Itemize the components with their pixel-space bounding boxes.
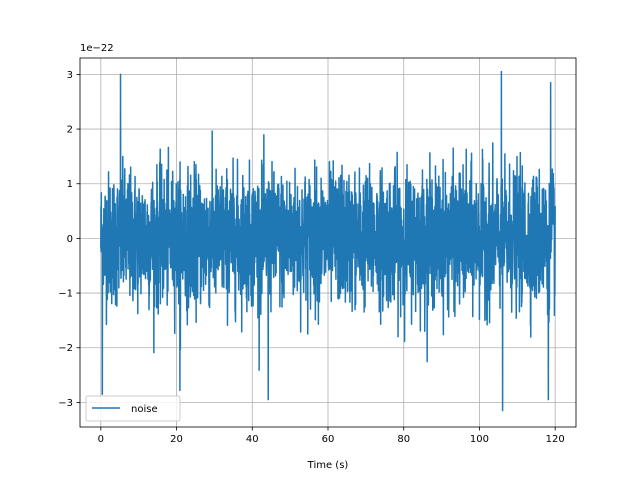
y-tick-label: −1: [58, 289, 73, 300]
x-tick-label: 0: [98, 434, 104, 445]
legend-box: [85, 395, 181, 422]
y-tick-label: 2: [67, 125, 73, 136]
x-tick-label: 100: [470, 434, 489, 445]
x-tick-label: 40: [246, 434, 259, 445]
y-tick-label: 0: [67, 234, 73, 245]
x-tick-label: 120: [546, 434, 565, 445]
x-tick-label: 60: [322, 434, 335, 445]
x-tick-label: 20: [170, 434, 183, 445]
legend: noise: [85, 395, 181, 422]
y-tick-label: −2: [58, 343, 73, 354]
x-axis-label: Time (s): [307, 460, 349, 471]
x-tick-label: 80: [397, 434, 410, 445]
y-offset-label: 1e−22: [80, 43, 114, 54]
y-tick-label: 1: [67, 179, 73, 190]
ticks: 0 20 40 60 80 100 120 −3 −2 −1 0 1 2 3: [58, 70, 564, 445]
y-tick-label: −3: [58, 398, 73, 409]
legend-label-noise: noise: [131, 404, 158, 415]
series-line-noise: [100, 70, 556, 412]
plot-area: [100, 70, 556, 412]
y-tick-label: 3: [67, 70, 73, 81]
